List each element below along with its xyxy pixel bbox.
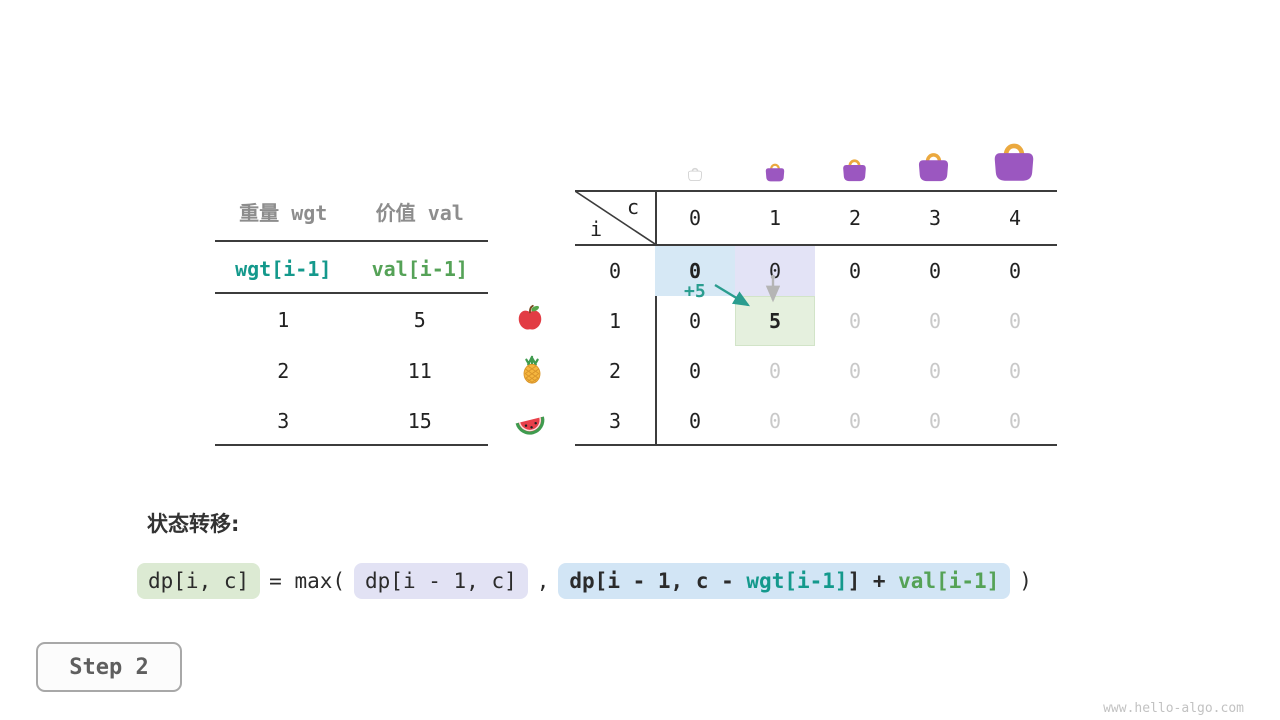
dp-top-border xyxy=(575,190,1057,192)
dp-bottom-border xyxy=(575,444,1057,446)
equals-max-text: = max( xyxy=(269,569,346,593)
close-paren-text: ) xyxy=(1019,569,1032,593)
dp-cell-r1-c4: 0 xyxy=(1008,309,1022,333)
dp-table: c i 0 1 2 3 4 0 1 2 3 0 0 0 0 0 0 5 0 0 … xyxy=(575,190,1057,446)
dp-col-header-4: 4 xyxy=(1008,206,1022,230)
item-1-val: 5 xyxy=(413,308,426,332)
take-term-val: val[i-1] xyxy=(898,569,1000,593)
step-badge: Step 2 xyxy=(36,642,182,692)
ghost-bag-icon-capacity-0 xyxy=(687,166,703,181)
comma-text: , xyxy=(536,569,550,593)
bag-icon-capacity-4 xyxy=(991,138,1037,182)
plus-five-annotation: +5 xyxy=(684,281,706,302)
item-2-val: 11 xyxy=(407,359,432,383)
corner-diagonal-line xyxy=(575,190,655,244)
dp-row-header-2: 2 xyxy=(608,359,622,383)
dp-cell-r1-c3: 0 xyxy=(928,309,942,333)
dp-col-header-1: 1 xyxy=(768,206,782,230)
item-row-1: 1 5 xyxy=(215,305,488,335)
transition-section-label: 状态转移: xyxy=(147,512,240,536)
dp-cell-r1-c0: 0 xyxy=(688,309,702,333)
items-col-header-wgt: 重量 wgt xyxy=(239,200,328,225)
dp-row-header-1: 1 xyxy=(608,309,622,333)
divider xyxy=(215,240,488,242)
dp-cell-r3-c0: 0 xyxy=(688,409,702,433)
corner-label-i: i xyxy=(590,217,603,241)
dp-cell-r2-c4: 0 xyxy=(1008,359,1022,383)
item-1-wgt: 1 xyxy=(277,308,290,332)
watermark: www.hello-algo.com xyxy=(1103,701,1244,716)
wgt-formula-cell: wgt[i-1] xyxy=(235,257,332,281)
item-2-wgt: 2 xyxy=(277,359,290,383)
transition-formula: dp[i, c] = max( dp[i - 1, c] , dp[i - 1,… xyxy=(137,560,1032,602)
item-row-2: 2 11 xyxy=(215,356,488,386)
dp-cell-r3-c4: 0 xyxy=(1008,409,1022,433)
divider xyxy=(215,444,488,446)
items-col-header-val: 价值 val xyxy=(375,200,464,225)
dp-cell-r0-c2: 0 xyxy=(848,259,862,283)
dp-cell-r1-c2: 0 xyxy=(848,309,862,333)
dp-cell-r0-c4: 0 xyxy=(1008,259,1022,283)
dp-cell-r2-c1: 0 xyxy=(768,359,782,383)
option-take-term: dp[i - 1, c - wgt[i-1]] + val[i-1] xyxy=(558,563,1011,599)
option-skip-term: dp[i - 1, c] xyxy=(354,563,528,599)
item-row-3: 3 15 xyxy=(215,406,488,436)
dp-cell-r0-c3: 0 xyxy=(928,259,942,283)
dp-cell-r2-c0: 0 xyxy=(688,359,702,383)
item-3-wgt: 3 xyxy=(277,409,290,433)
items-table: 重量 wgt 价值 val wgt[i-1] val[i-1] 1 5 2 11… xyxy=(215,196,488,448)
watermelon-icon xyxy=(515,416,545,435)
take-term-prefix: dp[i - 1, c - xyxy=(569,569,747,593)
item-3-val: 15 xyxy=(407,409,432,433)
corner-label-c: c xyxy=(626,195,639,219)
pineapple-icon xyxy=(523,355,541,384)
dp-vertical-border xyxy=(655,190,657,446)
divider xyxy=(215,292,488,294)
take-term-mid: ] + xyxy=(847,569,899,593)
bag-icon-capacity-3 xyxy=(916,149,951,182)
dp-corner-cell: c i xyxy=(575,190,655,244)
dp-cell-r3-c3: 0 xyxy=(928,409,942,433)
dp-row-header-3: 3 xyxy=(608,409,622,433)
apple-icon xyxy=(518,304,542,330)
items-formula-row: wgt[i-1] val[i-1] xyxy=(215,254,488,284)
dp-cell-r2-c3: 0 xyxy=(928,359,942,383)
dp-col-header-2: 2 xyxy=(848,206,862,230)
dp-header-border xyxy=(575,244,1057,246)
dp-col-header-3: 3 xyxy=(928,206,942,230)
dp-cell-r1-c1: 5 xyxy=(735,296,815,346)
val-formula-cell: val[i-1] xyxy=(371,257,468,281)
bag-icon-capacity-2 xyxy=(841,156,868,182)
items-table-header-row: 重量 wgt 价值 val xyxy=(215,196,488,226)
dp-cell-r3-c2: 0 xyxy=(848,409,862,433)
dp-current-term: dp[i, c] xyxy=(137,563,261,599)
bag-icon-capacity-1 xyxy=(764,161,786,182)
dp-cell-r3-c1: 0 xyxy=(768,409,782,433)
take-term-wgt: wgt[i-1] xyxy=(746,569,848,593)
dp-cell-r2-c2: 0 xyxy=(848,359,862,383)
dp-cell-r0-c1: 0 xyxy=(735,246,815,296)
dp-col-header-0: 0 xyxy=(688,206,702,230)
dp-row-header-0: 0 xyxy=(608,259,622,283)
